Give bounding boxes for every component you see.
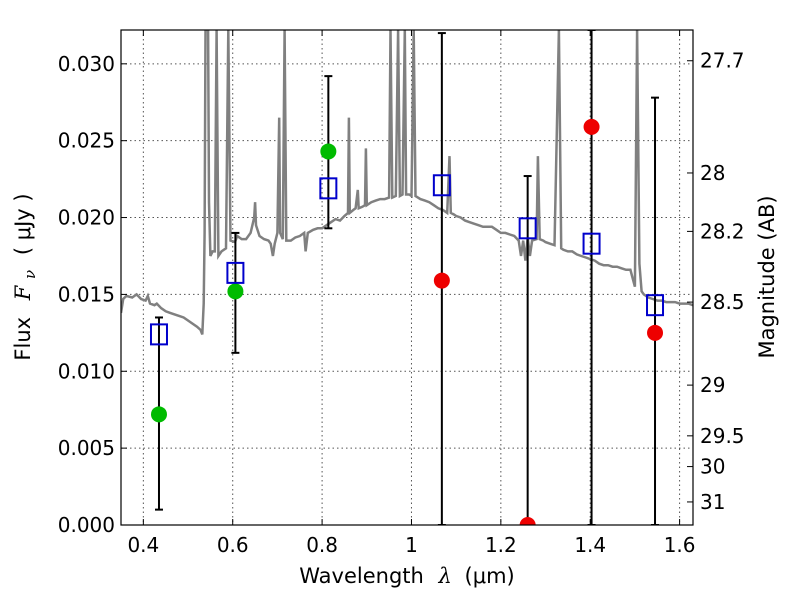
y-axis-label-symbol: F bbox=[11, 284, 35, 301]
observed-point-green bbox=[150, 406, 167, 423]
y-tick-label: 0.000 bbox=[58, 513, 115, 537]
y-tick-label: 0.020 bbox=[58, 206, 115, 230]
x-axis-label: Wavelength λ (μm) bbox=[299, 564, 514, 588]
y-tick-label: 0.030 bbox=[58, 52, 115, 76]
y-axis-label-unit: ( μJy ) bbox=[11, 193, 35, 255]
y-tick-label: 0.025 bbox=[58, 129, 115, 153]
observed-point-red bbox=[647, 324, 664, 341]
y-tick-label: 0.005 bbox=[58, 436, 115, 460]
model-point bbox=[518, 217, 537, 240]
x-tick-label: 1 bbox=[405, 533, 418, 557]
model-point bbox=[432, 174, 451, 197]
plot-frame bbox=[120, 29, 694, 526]
x-axis-label-unit: (μm) bbox=[465, 564, 515, 588]
observed-point-red bbox=[583, 118, 600, 135]
error-bars bbox=[154, 30, 660, 525]
right-tick-label: 31 bbox=[700, 490, 725, 514]
x-tick-label: 1.6 bbox=[664, 533, 696, 557]
right-tick-label: 28 bbox=[700, 161, 725, 185]
model-point bbox=[149, 323, 168, 346]
right-tick-label: 29 bbox=[700, 373, 725, 397]
x-tick-label: 1.2 bbox=[485, 533, 517, 557]
right-tick-label: 27.7 bbox=[700, 49, 745, 73]
model-point bbox=[319, 177, 338, 200]
x-tick-label: 0.8 bbox=[306, 533, 338, 557]
axis-ticks: 0.4 0.6 0.8 1 1.2 1.4 1.6 0.000 0.005 0.010 0.015 0… bbox=[58, 30, 745, 557]
x-axis-label-text: Wavelength bbox=[299, 564, 424, 588]
y-axis-label-subscript: ν bbox=[21, 270, 39, 279]
right-tick-label: 30 bbox=[700, 455, 725, 479]
right-tick-label: 29.5 bbox=[700, 424, 745, 448]
y-axis-label-text: Flux bbox=[11, 317, 35, 361]
y-axis-label: Flux F ν ( μJy ) bbox=[11, 193, 40, 360]
template-spectrum-line bbox=[121, 30, 693, 335]
y-tick-label: 0.010 bbox=[58, 359, 115, 383]
x-tick-label: 0.6 bbox=[217, 533, 249, 557]
model-point bbox=[646, 294, 665, 317]
right-tick-label: 28.2 bbox=[700, 219, 745, 243]
right-tick-label: 28.5 bbox=[700, 290, 745, 314]
model-point bbox=[226, 261, 245, 284]
observed-point-red bbox=[519, 517, 536, 525]
observed-point-red bbox=[433, 272, 450, 289]
grid bbox=[121, 30, 693, 526]
x-tick-label: 0.4 bbox=[127, 533, 159, 557]
model-points bbox=[149, 174, 665, 346]
observed-point-green bbox=[227, 283, 244, 300]
y-tick-label: 0.015 bbox=[58, 282, 115, 306]
observed-point-green bbox=[320, 143, 337, 160]
observed-points bbox=[150, 118, 664, 525]
model-point bbox=[582, 232, 601, 255]
x-tick-label: 1.4 bbox=[574, 533, 606, 557]
x-axis-label-symbol: λ bbox=[438, 564, 452, 588]
right-axis-label: Magnitude (AB) bbox=[755, 195, 779, 358]
